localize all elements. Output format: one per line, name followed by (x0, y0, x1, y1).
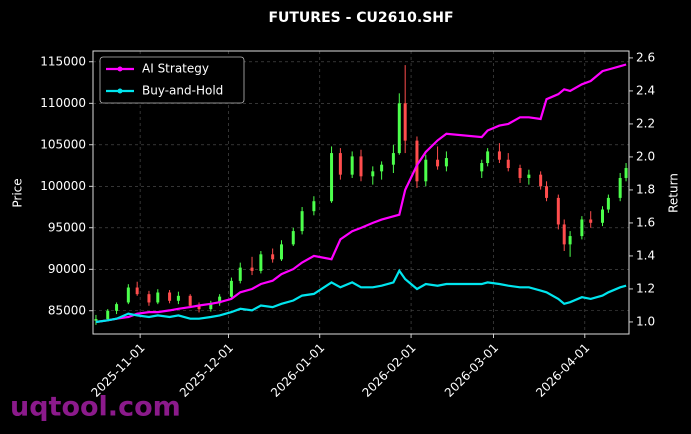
candle-body (359, 156, 363, 177)
candle-body (486, 151, 490, 164)
candle-body (580, 219, 584, 237)
candle-body (238, 267, 242, 281)
candle-body (156, 292, 160, 303)
y-tick-label: 90000 (48, 262, 86, 276)
y2-tick-label: 2.2 (636, 116, 655, 130)
candle-body (135, 287, 139, 295)
candle-body (259, 254, 263, 271)
candle-body (527, 174, 531, 178)
candle-body (415, 140, 419, 182)
y-axis-label: Price (11, 178, 25, 207)
candle-body (338, 153, 342, 175)
line-series (95, 268, 627, 324)
candle-body (568, 236, 572, 245)
candle-body (545, 186, 549, 198)
candle-body (218, 296, 222, 304)
candle-body (539, 174, 543, 187)
y2-axis-label: Return (667, 173, 681, 213)
candle-body (350, 156, 354, 175)
chart-title: FUTURES - CU2610.SHF (268, 10, 453, 26)
x-tick-label: 2026-04-01 (533, 341, 592, 400)
candle-body (279, 244, 283, 260)
x-tick-label: 2025-12-01 (177, 341, 236, 400)
y-tick-label: 110000 (40, 96, 86, 110)
y-tick-label: 100000 (40, 179, 86, 193)
line-series (95, 63, 627, 324)
candle-body (589, 219, 593, 223)
candle-body (497, 151, 501, 160)
legend-marker (117, 66, 123, 72)
y2-tick-label: 1.0 (636, 314, 655, 328)
candle-body (168, 292, 172, 301)
candle-body (312, 201, 316, 212)
candle-body (330, 153, 334, 202)
candle-body (556, 197, 560, 225)
candle-body (94, 319, 98, 321)
x-tick-label: 2026-01-01 (268, 341, 327, 400)
y-tick-label: 115000 (40, 54, 86, 68)
candle-body (115, 304, 119, 311)
plot-frame (92, 50, 630, 335)
y2-tick-label: 1.8 (636, 182, 655, 196)
y2-tick-label: 1.6 (636, 215, 655, 229)
candle-body (624, 168, 628, 178)
candle-body (176, 295, 180, 301)
legend-label: AI Strategy (142, 62, 209, 76)
candle-body (444, 158, 448, 167)
y2-tick-label: 2.4 (636, 83, 655, 97)
candle-body (436, 159, 440, 167)
candle-body (371, 171, 375, 177)
candle-body (506, 159, 510, 169)
candle-body (197, 305, 201, 310)
legend-box (99, 56, 245, 104)
y2-tick-label: 2.0 (636, 149, 655, 163)
y-tick-label: 95000 (48, 220, 86, 234)
legend-label: Buy-and-Hold (142, 84, 223, 98)
legend: AI Strategy Buy-and-Hold (99, 56, 245, 104)
x-tick-label: 2026-02-01 (359, 341, 418, 400)
candle-body (606, 197, 610, 210)
x-tick-label: 2026-03-01 (442, 341, 501, 400)
candle-body (397, 103, 401, 154)
candle-body (271, 254, 275, 260)
candle-body (618, 177, 622, 198)
candle-body (209, 303, 213, 310)
y-tick-label: 105000 (40, 137, 86, 151)
candle-body (600, 209, 604, 223)
candle-body (518, 168, 522, 178)
y2-tick-label: 1.4 (636, 248, 655, 262)
candle-body (229, 280, 233, 297)
candle-body (300, 211, 304, 232)
candle-body (106, 310, 110, 320)
candle-body (147, 294, 151, 303)
y2-tick-label: 1.2 (636, 281, 655, 295)
candle-body (403, 103, 407, 141)
candle-body (380, 164, 384, 172)
candle-body (391, 153, 395, 165)
candle-body (188, 295, 192, 306)
candle-body (480, 163, 484, 172)
candle-body (562, 224, 566, 245)
y2-tick-label: 2.6 (636, 50, 655, 64)
candle-body (291, 231, 295, 245)
watermark: uqtool.com (10, 392, 181, 423)
y-tick-label: 85000 (48, 303, 86, 317)
candle-body (250, 267, 254, 271)
candle-body (126, 287, 130, 303)
legend-marker (117, 88, 123, 94)
candle-body (424, 159, 428, 182)
